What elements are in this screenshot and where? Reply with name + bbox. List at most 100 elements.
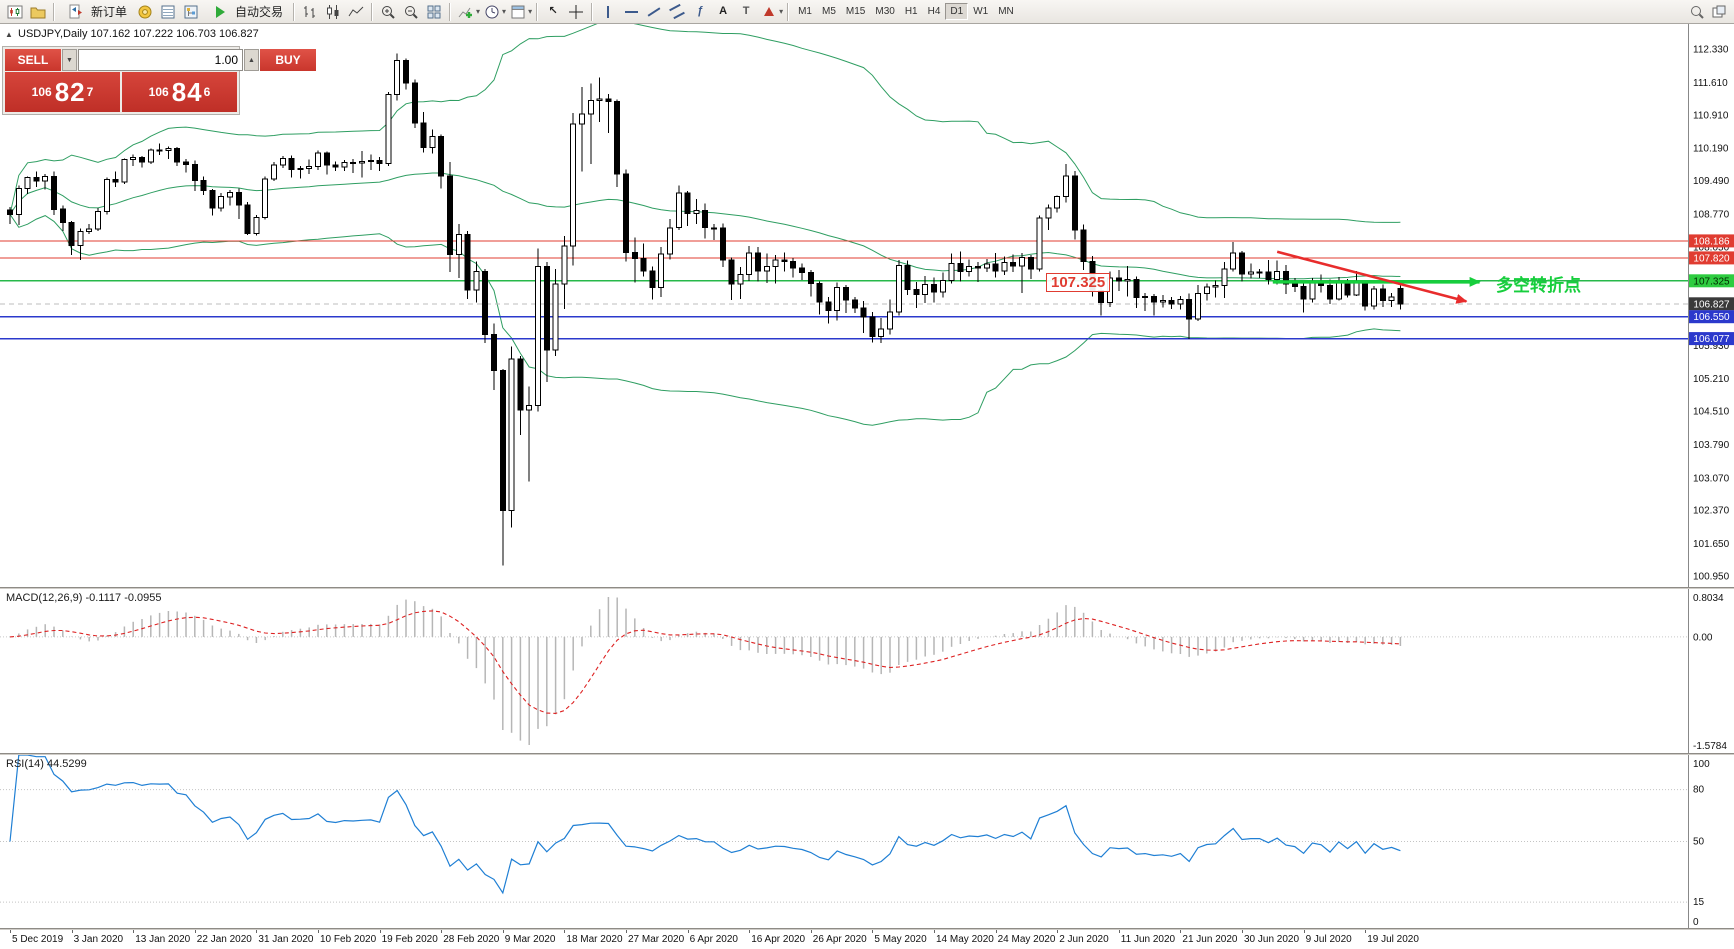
timeframe-button-m5[interactable]: M5 (822, 6, 836, 17)
price-badge (1689, 274, 1734, 288)
horizontal-levels[interactable] (0, 240, 1688, 340)
timeframe-button-h4[interactable]: H4 (927, 6, 941, 17)
sell-price-pip: 7 (86, 85, 94, 99)
one-click-collapse-icon[interactable]: ▲ (5, 30, 13, 39)
macd-pane: MACD(12,26,9) -0.1117 -0.0955 0.8034 0.00… (0, 589, 1734, 753)
horizontal-line-tool-icon[interactable] (620, 2, 642, 22)
templates-icon[interactable] (507, 2, 529, 22)
price-tick: 102.370 (1693, 506, 1730, 517)
data-window-icon[interactable] (157, 2, 179, 22)
price-chart-surface[interactable]: 112.330 111.610 110.910 110.190 109.490 108.7… (0, 24, 1734, 587)
label-tool-icon[interactable]: T (742, 5, 750, 17)
timeframe-button-m1[interactable]: M1 (798, 6, 812, 17)
periods-icon[interactable] (481, 2, 503, 22)
pane-separator[interactable] (0, 587, 1734, 589)
macd-signal-line (9, 610, 1401, 714)
candles-mode-icon[interactable] (322, 2, 344, 22)
tile-windows-icon[interactable] (423, 2, 445, 22)
rsi-axis-label: 50 (1693, 837, 1705, 848)
price-badge (1689, 297, 1734, 311)
profiles-icon[interactable] (27, 2, 49, 22)
date-tick (502, 930, 504, 933)
date-tick (1303, 930, 1305, 933)
shapes-tool-icon[interactable] (758, 2, 780, 22)
toolbar: 新订单 自动交易 ▾ ▾ ▾ ↖ ƒ A T ▾ M1 M5 M15 M30 H1 H4 D… (0, 0, 1734, 24)
new-chart-icon[interactable] (4, 2, 26, 22)
volume-increment-button[interactable]: ▲ (244, 49, 259, 71)
timeframe-button-m15[interactable]: M15 (845, 6, 866, 17)
date-tick (934, 930, 935, 933)
navigator-icon[interactable] (180, 2, 202, 22)
price-axis[interactable]: 112.330 111.610 110.910 110.190 109.490 108.7… (1689, 45, 1734, 583)
date-label: 18 Mar 2020 (566, 934, 623, 945)
bars-mode-icon[interactable] (299, 2, 321, 22)
chevron-down-icon[interactable]: ▾ (528, 7, 533, 16)
window-layout-icon[interactable] (1708, 2, 1730, 22)
price-annotation-box[interactable]: 107.325 (1046, 273, 1111, 292)
buy-button[interactable]: BUY (260, 49, 316, 71)
candles (7, 53, 1404, 566)
date-label: 10 Feb 2020 (320, 934, 377, 945)
buy-price-prefix: 106 (148, 85, 169, 99)
buy-price-pip: 6 (203, 85, 211, 99)
macd-chart-surface[interactable]: 0.8034 0.00 -1.5784 (0, 589, 1734, 753)
trendline-tool-icon[interactable] (643, 2, 665, 22)
price-tick: 112.330 (1693, 45, 1729, 56)
time-axis[interactable]: 5 Dec 2019 3 Jan 2020 13 Jan 2020 22 Jan 20… (0, 930, 1734, 949)
pane-separator[interactable] (0, 928, 1734, 930)
macd-axis-label: -1.5784 (1693, 741, 1727, 752)
timeframe-button-m30[interactable]: M30 (875, 6, 895, 17)
indicators-icon[interactable] (455, 2, 477, 22)
vertical-line-tool-icon[interactable] (597, 2, 619, 22)
price-tick: 110.910 (1693, 110, 1729, 121)
date-tick (256, 930, 258, 933)
timeframe-button-mn[interactable]: MN (998, 6, 1014, 17)
buy-price-panel[interactable]: 106 84 6 (122, 72, 237, 112)
chevron-down-icon[interactable]: ▾ (502, 7, 507, 16)
pane-separator[interactable] (0, 753, 1734, 755)
date-label: 9 Jul 2020 (1305, 934, 1352, 945)
fibonacci-tool-icon[interactable]: ƒ (697, 5, 704, 17)
sell-button[interactable]: SELL (5, 49, 61, 71)
price-badge (1689, 234, 1734, 248)
rsi-header: RSI(14) 44.5299 (6, 758, 87, 770)
price-badge-label: 106.827 (1693, 299, 1730, 310)
date-label: 3 Jan 2020 (73, 934, 124, 945)
rsi-axis-label: 15 (1693, 897, 1705, 908)
sell-price-big: 82 (54, 76, 86, 107)
line-mode-icon[interactable] (345, 2, 367, 22)
new-order-button[interactable]: 新订单 (59, 1, 133, 23)
chart-title: USDJPY,Daily 107.162 107.222 106.703 106… (18, 28, 259, 40)
date-tick (749, 930, 751, 933)
date-tick (1365, 930, 1367, 933)
timeframe-button-h1[interactable]: H1 (904, 6, 918, 17)
text-tool-icon[interactable]: A (719, 5, 728, 17)
market-watch-icon[interactable] (134, 2, 156, 22)
zoom-out-icon[interactable] (400, 2, 422, 22)
volume-decrement-button[interactable]: ▼ (62, 49, 77, 71)
timeframe-button-d1[interactable]: D1 (945, 3, 969, 20)
chart-window: ▲ USDJPY,Daily 107.162 107.222 106.703 1… (0, 24, 1734, 949)
cursor-icon[interactable]: ↖ (548, 5, 558, 17)
chevron-down-icon[interactable]: ▾ (779, 7, 784, 16)
toolbar-separator (53, 2, 55, 21)
search-icon[interactable] (1686, 2, 1708, 22)
timeframe-button-w1[interactable]: W1 (973, 6, 989, 17)
turning-point-annotation[interactable]: 多空转折点 (1496, 276, 1581, 295)
price-tick: 105.210 (1693, 374, 1730, 385)
zoom-in-icon[interactable] (377, 2, 399, 22)
rsi-chart-surface[interactable]: 100 80 50 15 0 (0, 755, 1734, 928)
price-badge (1689, 310, 1734, 324)
date-label: 22 Jan 2020 (196, 934, 252, 945)
sell-price-panel[interactable]: 106 82 7 (5, 72, 120, 112)
chevron-down-icon[interactable]: ▾ (476, 7, 481, 16)
date-tick (995, 930, 997, 933)
rsi-axis-label: 0 (1693, 917, 1699, 928)
volume-input[interactable] (78, 49, 243, 71)
autotrade-button[interactable]: 自动交易 (203, 1, 289, 23)
trend-arrow[interactable] (1276, 250, 1468, 304)
crosshair-icon[interactable] (565, 2, 587, 22)
channel-tool-icon[interactable] (666, 2, 688, 22)
date-label: 24 May 2020 (997, 934, 1056, 945)
date-label: 21 Jun 2020 (1182, 934, 1238, 945)
